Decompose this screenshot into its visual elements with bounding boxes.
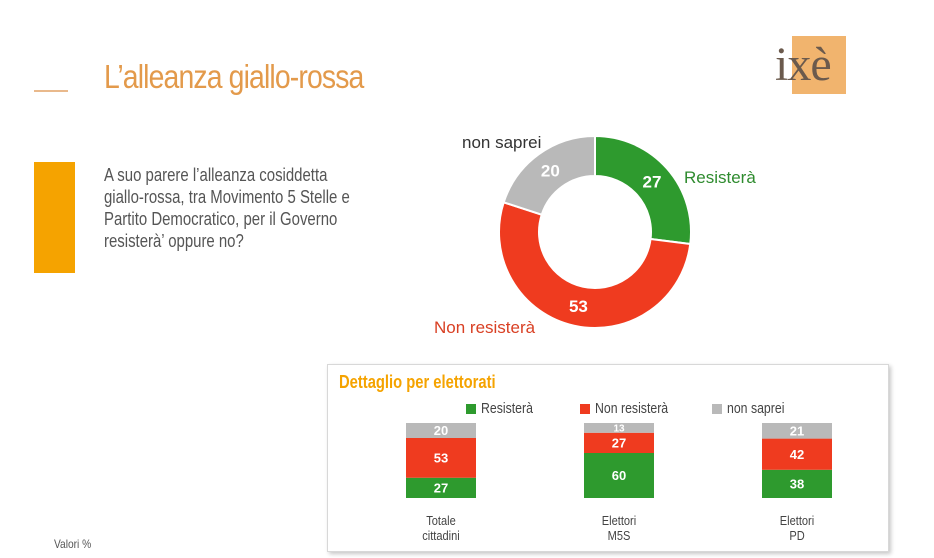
donut-label-resistera: Resisterà <box>684 168 756 187</box>
legend-item-resistera: Resisterà <box>466 400 544 417</box>
category-label-line1: Elettori <box>779 513 815 528</box>
ixe-logo: ixè <box>775 36 847 94</box>
donut-slice-non-saprei <box>502 134 596 216</box>
legend-label: non saprei <box>727 400 785 417</box>
detail-title: Dettaglio per elettorati <box>339 372 496 392</box>
legend-swatch-red <box>580 403 590 414</box>
donut-value-label: 27 <box>643 173 662 192</box>
category-label-line1: Totale <box>426 513 456 528</box>
logo-background <box>792 36 846 94</box>
page-title: L’alleanza giallo-rossa <box>104 58 364 95</box>
legend-label: Resisterà <box>481 400 533 417</box>
donut-slice-non-resistera <box>498 201 692 329</box>
category-label-m5s: Elettori M5S <box>568 513 670 543</box>
question-accent-bar <box>34 162 75 273</box>
donut-chart: 27 53 20 <box>498 134 692 329</box>
legend-item-non-resistera: Non resisterà <box>580 400 684 417</box>
legend-swatch-green <box>466 403 476 414</box>
category-label-line2: PD <box>789 528 805 543</box>
legend-item-non-saprei: non saprei <box>712 400 797 417</box>
donut-label-non-resistera: Non resisterà <box>434 318 536 337</box>
footnote: Valori % <box>54 537 92 551</box>
stacked-bar-legend: Resisterà Non resisterà non saprei <box>0 400 934 420</box>
category-label-line2: cittadini <box>422 528 460 543</box>
category-label-pd: Elettori PD <box>746 513 848 543</box>
donut-value-label: 20 <box>541 162 560 181</box>
category-label-line2: M5S <box>607 528 631 543</box>
title-accent-line <box>34 90 68 92</box>
logo-text: ixè <box>775 38 832 91</box>
donut-label-non-saprei: non saprei <box>462 133 542 152</box>
question-text: A suo parere l’alleanza cosiddetta giall… <box>104 165 350 251</box>
category-label-line1: Elettori <box>601 513 637 528</box>
category-label-totale: Totale cittadini <box>390 513 492 543</box>
legend-swatch-gray <box>712 403 722 414</box>
legend-label: Non resisterà <box>595 400 669 417</box>
donut-value-label: 53 <box>569 297 588 316</box>
